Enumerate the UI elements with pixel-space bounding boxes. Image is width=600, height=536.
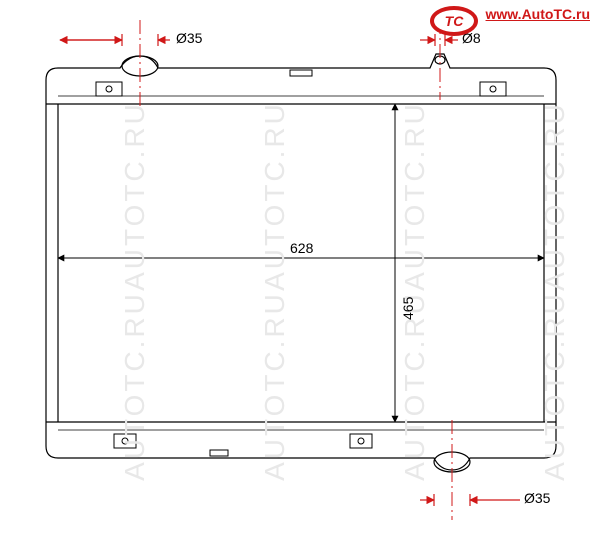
dia-top-left-label: Ø35	[176, 30, 202, 46]
svg-text:TC: TC	[445, 13, 465, 29]
dim-height-label: 465	[400, 297, 416, 320]
centerlines	[140, 20, 452, 520]
bottom-red-dim	[420, 494, 520, 506]
brackets	[96, 70, 506, 456]
radiator-outline	[46, 54, 556, 470]
ports	[122, 56, 470, 472]
dim-width-label: 628	[290, 240, 313, 256]
dia-bottom-right-label: Ø35	[524, 490, 550, 506]
top-red-dims	[60, 34, 458, 46]
site-url-link[interactable]: www.AutoTC.ru	[486, 6, 590, 22]
drawing-stage: AUTOTC.RU AUTOTC.RU AUTOTC.RU AUTOTC.RU …	[0, 0, 600, 536]
site-logo: TC	[428, 4, 480, 38]
drawing-svg	[0, 0, 600, 536]
